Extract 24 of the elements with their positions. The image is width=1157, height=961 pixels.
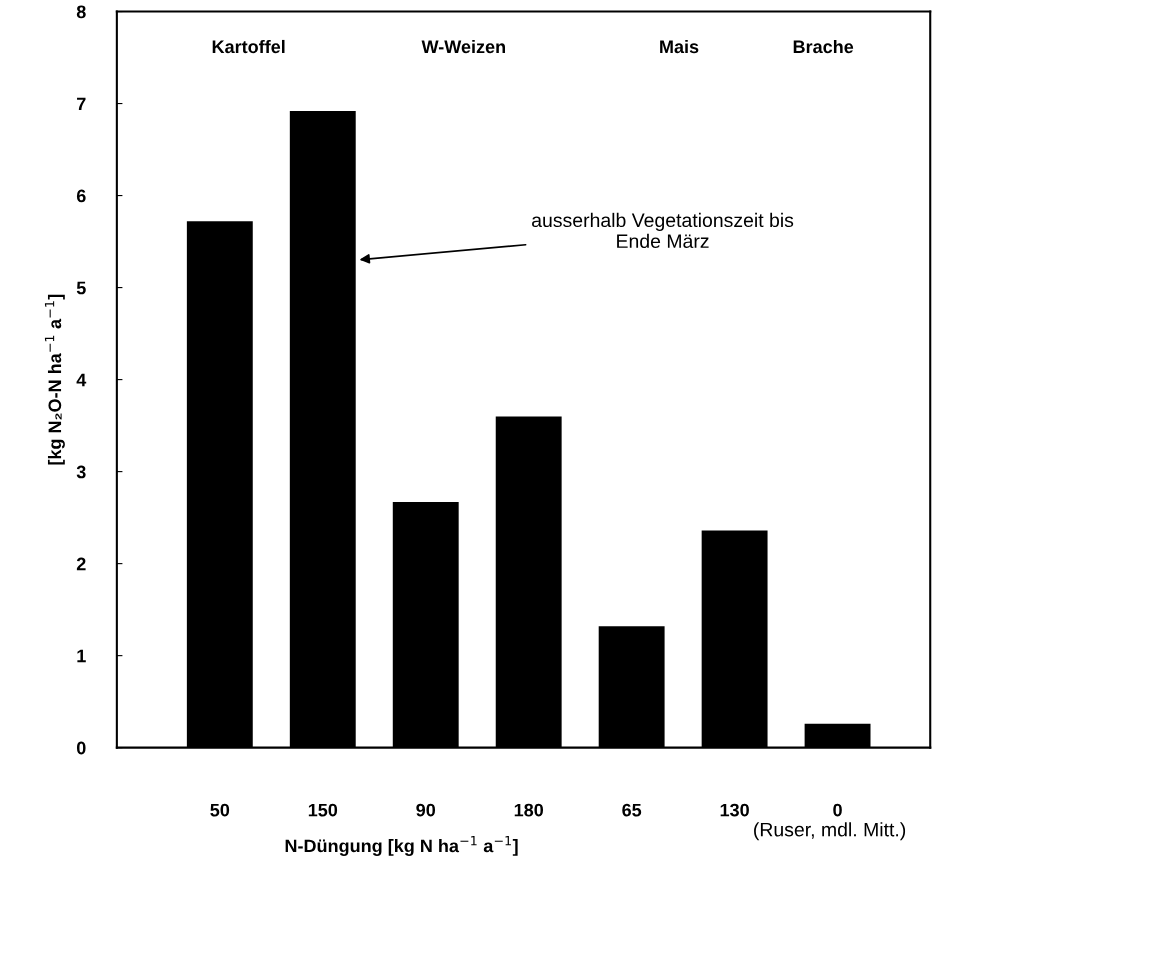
x-tick-label: 65 bbox=[622, 803, 642, 817]
y-axis-title: [kg N₂O-N ha$^{−1}$ a$^{−1}$] bbox=[44, 294, 65, 465]
x-tick-label: 150 bbox=[308, 803, 338, 817]
x-tick-label: 50 bbox=[210, 803, 230, 817]
x-axis-title: N-Düngung [kg N ha$^{−1}$ a$^{−1}$] bbox=[285, 835, 518, 856]
y-tick-label: 6 bbox=[76, 189, 86, 203]
annotation: Kartoffel bbox=[212, 39, 285, 54]
x-tick-label: 180 bbox=[514, 803, 544, 817]
x-tick-label: 0 bbox=[833, 803, 842, 817]
annotation: Brache bbox=[793, 39, 854, 54]
x-tick-label: 130 bbox=[720, 803, 749, 817]
y-tick-label: 0 bbox=[76, 741, 86, 755]
y-tick-label: 1 bbox=[77, 649, 86, 663]
y-tick-label: 7 bbox=[77, 97, 86, 111]
y-tick-label: 2 bbox=[76, 557, 86, 571]
annotation: ausserhalb Vegetationszeit bis Ende März bbox=[532, 212, 794, 249]
y-tick-label: 3 bbox=[76, 465, 86, 479]
y-tick-label: 8 bbox=[76, 5, 86, 19]
annotation: W-Weizen bbox=[421, 39, 505, 54]
x-tick-label: 90 bbox=[416, 803, 436, 817]
y-tick-label: 5 bbox=[76, 281, 86, 295]
text: (Ruser, mdl. Mitt.) bbox=[754, 822, 906, 841]
y-tick-label: 4 bbox=[76, 373, 87, 387]
annotation: Mais bbox=[660, 39, 699, 54]
